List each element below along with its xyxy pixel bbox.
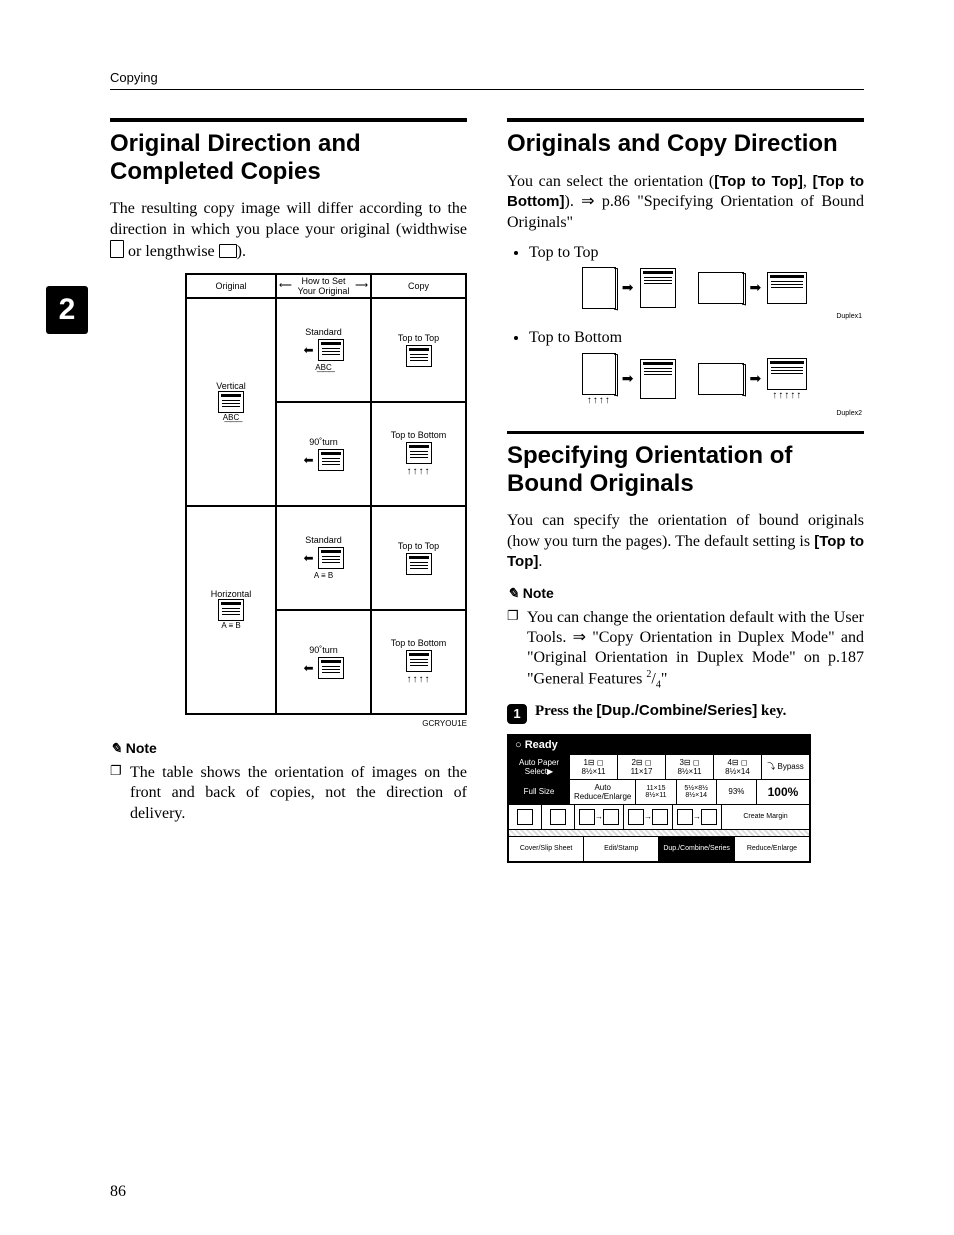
note-heading: ✎Note — [110, 740, 467, 757]
full-size-button[interactable]: Full Size — [509, 780, 570, 804]
create-margin-button[interactable]: Create Margin — [722, 805, 809, 829]
duplex1-label: Duplex1 — [507, 313, 862, 320]
ready-status: ○ Ready — [509, 736, 809, 754]
step-number-icon: 1 — [507, 704, 527, 724]
figure-code: GCRYOU1E — [110, 719, 467, 728]
reduce-enlarge-button[interactable]: Reduce/Enlarge — [735, 837, 809, 861]
landscape-icon — [219, 244, 237, 258]
mode-icon-1[interactable] — [509, 805, 542, 829]
bound-orientation-paragraph: You can specify the orientation of bound… — [507, 511, 864, 572]
tray-1[interactable]: 1⊟ ◻ 8½×11 — [570, 755, 618, 779]
mode-icon-4[interactable]: → — [624, 805, 673, 829]
note-item-right: You can change the orientation default w… — [507, 608, 864, 693]
tray-3[interactable]: 3⊟ ◻ 8½×11 — [666, 755, 714, 779]
top-to-top-diagram — [525, 267, 864, 309]
running-head: Copying — [110, 70, 864, 90]
bullet-top-to-bottom: Top to Bottom — [529, 328, 864, 348]
bullet-top-to-top: Top to Top — [529, 243, 864, 263]
tray-4[interactable]: 4⊟ ◻ 8½×14 — [714, 755, 762, 779]
page-number: 86 — [110, 1183, 126, 1201]
zoom-100: 100% — [757, 780, 809, 804]
tray-2[interactable]: 2⊟ ◻ 11×17 — [618, 755, 666, 779]
pencil-icon: ✎ — [110, 740, 122, 757]
control-panel-screenshot: ○ Ready Auto Paper Select▶ 1⊟ ◻ 8½×11 2⊟… — [507, 734, 811, 863]
bypass-tray[interactable]: ⤵ Bypass — [762, 755, 809, 779]
heading-original-direction: Original Direction and Completed Copies — [110, 130, 467, 185]
ratio-value[interactable]: 93% — [717, 780, 757, 804]
portrait-icon — [110, 240, 124, 258]
dup-combine-series-button[interactable]: Dup./Combine/Series — [659, 837, 735, 861]
mode-icon-2[interactable] — [542, 805, 575, 829]
pencil-icon: ✎ — [507, 585, 519, 602]
heading-specifying-orientation: Specifying Orientation of Bound Original… — [507, 442, 864, 497]
auto-paper-select-button[interactable]: Auto Paper Select▶ — [509, 755, 570, 779]
mode-icon-5[interactable]: → — [673, 805, 722, 829]
edit-stamp-button[interactable]: Edit/Stamp — [584, 837, 659, 861]
ratio-preset-1[interactable]: 11×15 8½×11 — [636, 780, 676, 804]
auto-reduce-enlarge-button[interactable]: Auto Reduce/Enlarge — [570, 780, 636, 804]
note-heading-right: ✎Note — [507, 585, 864, 602]
note-item: The table shows the orientation of image… — [110, 763, 467, 824]
duplex2-label: Duplex2 — [507, 410, 862, 417]
step-1: 1 Press the [Dup./Combine/Series] key. — [507, 702, 864, 724]
mode-icon-3[interactable]: → — [575, 805, 624, 829]
intro-paragraph: The resulting copy image will differ acc… — [110, 199, 467, 262]
left-column: Original Direction and Completed Copies … — [110, 118, 467, 863]
cover-slip-sheet-button[interactable]: Cover/Slip Sheet — [509, 837, 584, 861]
ratio-preset-2[interactable]: 5½×8½ 8½×14 — [677, 780, 717, 804]
heading-originals-copy-direction: Originals and Copy Direction — [507, 130, 864, 158]
orientation-table: Original ⟵How to Set Your Original⟶ Copy… — [185, 273, 467, 715]
orientation-paragraph: You can select the orientation ([Top to … — [507, 172, 864, 233]
right-column: Originals and Copy Direction You can sel… — [507, 118, 864, 863]
chapter-tab: 2 — [46, 286, 88, 334]
top-to-bottom-diagram: ↑↑↑↑ ↑↑↑↑↑ — [525, 353, 864, 406]
